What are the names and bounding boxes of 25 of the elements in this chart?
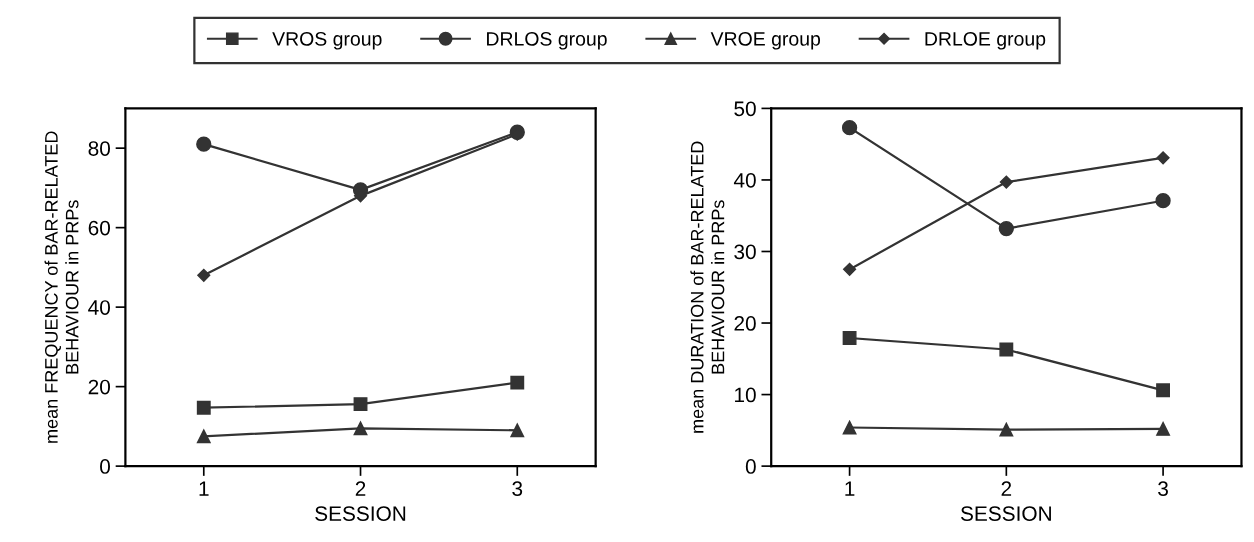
x-tick-label: 2 — [1001, 481, 1012, 496]
y-tick-label: 0 — [100, 459, 110, 474]
x-tick-label: 3 — [512, 481, 523, 497]
legend-label: VROS group — [272, 31, 382, 50]
y-tick-label: 40 — [733, 172, 756, 188]
y-tick-label: 60 — [88, 220, 110, 236]
legend-label: DRLOS group — [487, 31, 607, 50]
y-axis-title: mean FREQUENCY of BAR-RELATED BEHAVIOUR in PRPs — [44, 131, 79, 443]
x-tick-label: 3 — [1158, 481, 1168, 497]
y-tick-label: 20 — [734, 316, 756, 331]
legend-label: DRLOE group — [925, 31, 1046, 50]
y-tick-label: 80 — [88, 141, 110, 156]
legend-label: VROE group — [710, 31, 821, 50]
y-tick-label: 0 — [745, 459, 756, 474]
x-tick-label: 1 — [845, 481, 855, 496]
x-tick-label: 2 — [355, 481, 366, 496]
x-axis-title: SESSION — [315, 506, 406, 521]
y-tick-label: 40 — [88, 300, 110, 315]
x-tick-label: 1 — [199, 481, 209, 496]
y-tick-label: 50 — [734, 101, 756, 117]
x-axis-title: SESSION — [960, 506, 1051, 521]
y-tick-label: 10 — [735, 387, 756, 403]
y-tick-label: 20 — [88, 379, 110, 395]
y-tick-label: 30 — [734, 244, 756, 260]
y-axis-title: mean DURATION of BAR-RELATED BEHAVIOUR in PRPs — [690, 141, 725, 433]
